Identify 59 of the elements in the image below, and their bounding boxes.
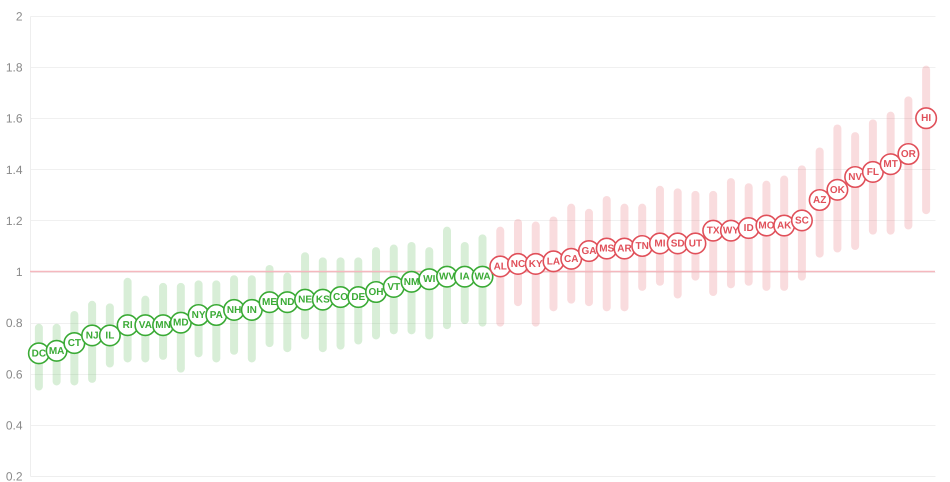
y-tick-label: 1.4 (6, 162, 23, 177)
x-tick-label: AL (494, 261, 507, 272)
x-tick-label: SD (670, 238, 685, 250)
x-tick-label: AZ (812, 195, 826, 206)
x-tick-label: NE (298, 294, 312, 306)
y-tick-label: 1.6 (6, 112, 23, 126)
y-tick-label: 1 (16, 265, 23, 280)
x-tick-label: ND (280, 297, 295, 308)
x-tick-label: LA (546, 256, 560, 268)
x-tick-label: DC (32, 348, 46, 360)
x-tick-label: NM (404, 276, 420, 288)
x-tick-label: IL (105, 330, 114, 342)
x-tick-label: MN (155, 320, 171, 332)
x-tick-label: NY (192, 310, 206, 321)
x-tick-label: TX (706, 226, 720, 237)
y-tick-label: 0.4 (6, 418, 23, 432)
x-tick-label: HI (921, 113, 932, 124)
x-tick-label: NJ (86, 330, 99, 342)
x-tick-label: GA (581, 246, 596, 258)
x-tick-label: AK (776, 220, 792, 232)
x-tick-label: MA (48, 346, 64, 357)
y-tick-label: 2 (16, 10, 23, 24)
x-tick-label: TN (636, 241, 649, 252)
x-tick-label: IA (460, 272, 470, 283)
x-tick-label: VA (138, 320, 152, 332)
x-tick-label: CO (333, 292, 348, 304)
x-tick-label: KY (528, 258, 544, 270)
x-tick-label: WI (423, 274, 436, 286)
x-tick-label: OK (830, 184, 846, 196)
y-tick-label: 1.8 (6, 60, 23, 75)
y-tick-label: 0.8 (6, 316, 23, 330)
x-tick-label: PA (210, 310, 223, 321)
x-tick-label: VT (387, 282, 400, 293)
x-tick-label: OR (900, 149, 917, 160)
x-tick-label: NV (848, 172, 862, 183)
x-tick-label: WY (722, 226, 740, 237)
x-tick-label: IN (246, 304, 257, 316)
x-tick-label: CT (68, 338, 82, 350)
y-tick-label: 0.6 (6, 367, 23, 382)
x-tick-label: FL (866, 166, 879, 178)
x-tick-label: UT (688, 238, 702, 250)
x-tick-label: MI (654, 238, 666, 250)
x-tick-label: NC (510, 258, 526, 270)
x-tick-label: KS (316, 294, 330, 306)
x-tick-label: OH (368, 287, 384, 298)
x-tick-label: AR (617, 244, 632, 255)
x-tick-label: MS (599, 244, 615, 255)
x-tick-label: ID (744, 223, 754, 234)
y-tick-label: 0.2 (6, 470, 23, 482)
x-tick-label: MD (173, 318, 189, 329)
x-tick-label: NH (226, 304, 242, 316)
x-tick-label: CA (564, 254, 578, 265)
y-tick-label: 1.2 (6, 214, 23, 228)
x-tick-label: RI (122, 320, 133, 332)
x-tick-label: MO (758, 220, 775, 232)
x-tick-label: MT (883, 159, 898, 170)
x-tick-label: WA (474, 272, 491, 283)
x-tick-label: DE (351, 292, 366, 304)
x-tick-label: SC (794, 215, 809, 226)
